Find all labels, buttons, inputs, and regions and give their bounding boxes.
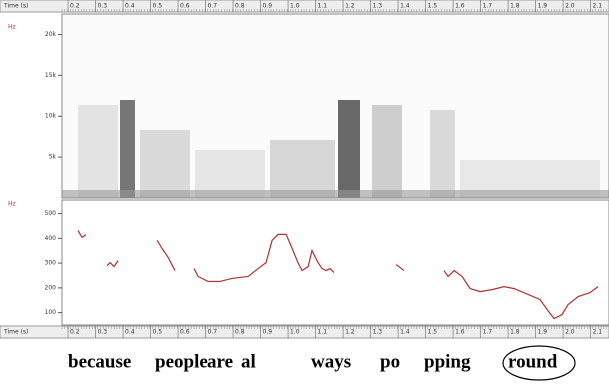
x-tick-label: 1.2 [345, 3, 355, 10]
time-ruler-label: Time (s) [3, 329, 28, 336]
pitch-line [106, 260, 119, 268]
spectrogram-texture [62, 14, 609, 198]
pitch-line [77, 230, 87, 239]
x-tick-label: 1.0 [290, 329, 300, 336]
x-tick-label: 1.6 [455, 329, 465, 336]
x-tick-label: 0.6 [180, 3, 190, 10]
y-tick-label: 20k [45, 31, 57, 38]
y-tick-label: 400 [45, 235, 57, 242]
x-tick-label: 1.1 [318, 3, 328, 10]
x-tick-label: 1.9 [538, 3, 548, 10]
pitch-line [443, 269, 599, 320]
x-tick-label: 0.4 [125, 3, 135, 10]
y-tick-label: 5k [49, 154, 57, 161]
time-ruler-label: Time (s) [3, 3, 28, 10]
y-tick-label: 15k [45, 72, 57, 79]
x-tick-label: 1.3 [373, 3, 383, 10]
transcript-word: are [207, 351, 233, 372]
x-tick-label: 0.4 [125, 329, 135, 336]
x-tick-label: 1.1 [318, 329, 328, 336]
x-tick-label: 1.4 [400, 329, 410, 336]
transcript-word: al [241, 351, 256, 372]
x-tick-label: 1.8 [510, 3, 520, 10]
x-tick-label: 2.0 [565, 329, 575, 336]
x-tick-label: 2.1 [593, 3, 603, 10]
x-tick-label: 0.3 [98, 329, 108, 336]
x-tick-label: 1.6 [455, 3, 465, 10]
x-tick-label: 0.2 [70, 329, 80, 336]
x-tick-label: 1.3 [373, 329, 383, 336]
transcript-word: pping [424, 351, 471, 372]
x-tick-label: 0.8 [235, 3, 245, 10]
top-ruler [0, 0, 609, 13]
x-tick-label: 0.5 [153, 329, 163, 336]
transcript-word: people [155, 351, 208, 372]
y-tick-label: 100 [45, 309, 57, 316]
y-tick-label: 300 [45, 260, 57, 267]
x-tick-label: 0.2 [70, 3, 80, 10]
highlight-circle [502, 345, 576, 381]
spectrogram-frame [61, 13, 609, 199]
pitch-unit: Hz [8, 201, 16, 208]
x-tick-label: 0.7 [208, 329, 218, 336]
bottom-ruler [0, 325, 609, 339]
x-tick-label: 1.7 [483, 329, 493, 336]
y-tick-label: 10k [45, 113, 57, 120]
x-tick-label: 1.4 [400, 3, 410, 10]
x-tick-label: 1.5 [428, 3, 438, 10]
x-tick-label: 1.0 [290, 3, 300, 10]
x-tick-label: 1.8 [510, 329, 520, 336]
x-tick-label: 0.8 [235, 329, 245, 336]
spectrogram-unit: Hz [8, 24, 16, 31]
x-tick-label: 0.9 [263, 329, 273, 336]
x-tick-label: 0.6 [180, 329, 190, 336]
x-tick-label: 0.5 [153, 3, 163, 10]
x-tick-label: 2.1 [593, 329, 603, 336]
transcript-word: round [508, 351, 558, 372]
pitch-line [395, 264, 405, 272]
pitch-frame [61, 199, 609, 326]
transcript-word: because [68, 351, 131, 372]
x-tick-label: 1.7 [483, 3, 493, 10]
x-tick-label: 0.7 [208, 3, 218, 10]
x-tick-label: 1.2 [345, 329, 355, 336]
x-tick-label: 1.5 [428, 329, 438, 336]
pitch-line [193, 233, 335, 283]
y-tick-label: 200 [45, 284, 57, 291]
x-tick-label: 0.9 [263, 3, 273, 10]
pitch-line [156, 240, 176, 271]
transcript-word: ways [311, 351, 351, 372]
x-tick-label: 0.3 [98, 3, 108, 10]
x-tick-label: 2.0 [565, 3, 575, 10]
x-tick-label: 1.9 [538, 329, 548, 336]
y-tick-label: 500 [45, 210, 57, 217]
transcript-word: po [380, 351, 400, 372]
